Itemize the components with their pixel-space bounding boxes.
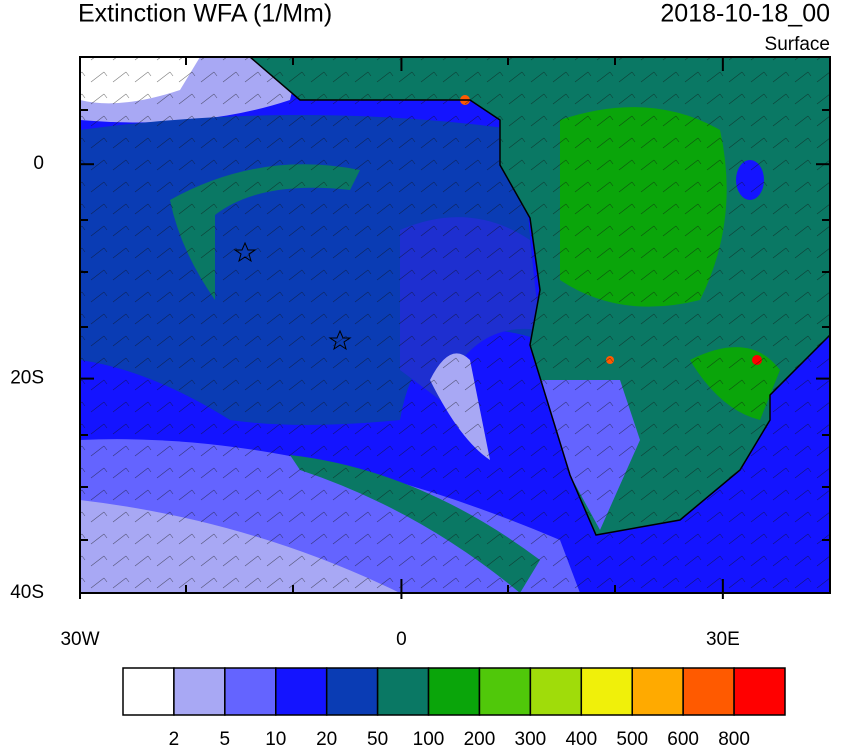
colorbar-label: 500 [616, 729, 648, 750]
y-tick-label: 0 [33, 153, 44, 174]
colorbar-label: 600 [667, 729, 699, 750]
colorbar-label: 2 [169, 729, 180, 750]
wind-barbs [80, 57, 830, 593]
colorbar-box [529, 667, 583, 716]
colorbar-box [733, 667, 786, 716]
site-marker [233, 241, 257, 263]
colorbar-box [478, 667, 532, 716]
colorbar-label: 100 [413, 729, 445, 750]
colorbar-box [631, 667, 684, 716]
colorbar-box [122, 667, 175, 716]
colorbar-box [275, 667, 328, 716]
level: Surface [765, 34, 830, 55]
map [80, 57, 830, 593]
y-tick-label: 20S [10, 368, 44, 389]
map-frame [79, 56, 831, 594]
colorbar-box [580, 667, 633, 716]
colorbar-box [376, 667, 430, 716]
x-tick-label: 30E [706, 629, 740, 650]
colorbar-box [173, 667, 226, 716]
colorbar-label: 800 [718, 729, 750, 750]
minor-ticks [80, 57, 830, 593]
colorbar-label: 400 [565, 729, 597, 750]
colorbar-box [224, 667, 277, 716]
colorbar-box [427, 667, 481, 716]
colorbar-label: 20 [316, 729, 337, 750]
site-marker [328, 329, 352, 351]
colorbar-label: 10 [265, 729, 286, 750]
title: Extinction WFA (1/Mm) [78, 0, 332, 28]
colorbar-label: 5 [220, 729, 231, 750]
colorbar-box [325, 667, 379, 716]
x-tick-label: 30W [60, 629, 99, 650]
colorbar-label: 200 [464, 729, 496, 750]
date: 2018-10-18_00 [660, 0, 830, 28]
colorbar-box [682, 667, 735, 716]
colorbar-label: 50 [367, 729, 388, 750]
colorbar-label: 300 [515, 729, 547, 750]
x-tick-label: 0 [396, 629, 407, 650]
y-tick-label: 40S [10, 582, 44, 603]
